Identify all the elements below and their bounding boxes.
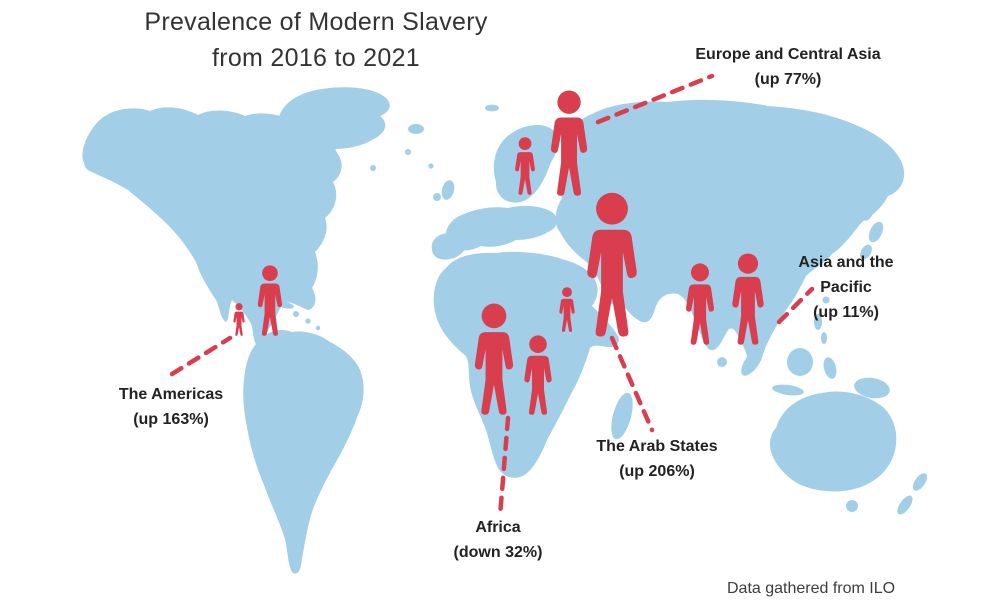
island-sri-lanka xyxy=(717,357,727,367)
label-asia-pacific-change: (up 11%) xyxy=(813,304,879,321)
person-icon-asia-pacific-2016 xyxy=(685,263,714,345)
leader-line-africa xyxy=(497,415,511,519)
islands-philippines xyxy=(814,314,827,344)
islands-indonesia xyxy=(741,348,890,399)
leader-line-americas xyxy=(169,335,233,377)
landmass-iberia xyxy=(431,232,467,260)
label-americas-change: (up 163%) xyxy=(133,411,209,428)
person-icon-europe-2021 xyxy=(550,90,588,196)
landmass-asia xyxy=(555,99,905,369)
label-africa-name: Africa xyxy=(475,519,521,536)
leader-line-asia-pacific xyxy=(776,286,815,325)
label-americas: The Americas (up 163%) xyxy=(119,382,223,432)
island-madagascar xyxy=(611,392,633,440)
label-arab-states: The Arab States (up 206%) xyxy=(596,434,717,484)
person-icon-africa-2021 xyxy=(524,335,552,415)
islands-north-atlantic xyxy=(370,104,499,171)
landmass-europe xyxy=(445,205,557,251)
page-title: Prevalence of Modern Slavery from 2016 t… xyxy=(144,4,487,76)
label-africa: Africa (down 32%) xyxy=(454,515,543,565)
person-icon-africa-2016 xyxy=(474,303,514,415)
person-icon-americas-2016 xyxy=(233,303,245,336)
person-icon-americas-2021 xyxy=(257,265,283,336)
person-icon-arab-states-2021 xyxy=(587,192,637,337)
island-tasmania xyxy=(846,500,858,512)
label-arab-states-name: The Arab States xyxy=(596,438,718,455)
label-asia-pacific-name-2: Pacific xyxy=(820,279,872,296)
leader-line-arab-states xyxy=(609,335,655,433)
label-europe-change: (up 77%) xyxy=(754,71,822,88)
label-africa-change: (down 32%) xyxy=(453,544,543,561)
person-icon-europe-2016 xyxy=(515,137,535,195)
data-source-note: Data gathered from ILO xyxy=(727,580,896,597)
title-line-2: from 2016 to 2021 xyxy=(211,44,421,72)
label-arab-states-change: (up 206%) xyxy=(619,463,695,480)
label-asia-pacific: Asia and the Pacific (up 11%) xyxy=(798,250,893,325)
islands-new-zealand xyxy=(897,473,928,515)
leader-line-europe xyxy=(595,73,715,125)
title-line-1: Prevalence of Modern Slavery xyxy=(144,8,488,36)
landmass-australia xyxy=(770,391,897,492)
island-taiwan xyxy=(822,296,830,304)
landmass-south-america xyxy=(243,330,364,574)
label-europe-central-asia: Europe and Central Asia (up 77%) xyxy=(695,42,880,92)
person-icon-arab-states-2016 xyxy=(559,287,575,332)
label-europe-name: Europe and Central Asia xyxy=(695,46,881,63)
islands-british-isles xyxy=(433,180,455,201)
islands-japan xyxy=(860,203,884,260)
label-asia-pacific-name-1: Asia and the xyxy=(798,254,894,271)
label-americas-name: The Americas xyxy=(118,386,224,403)
person-icon-asia-pacific-2021 xyxy=(732,253,764,345)
